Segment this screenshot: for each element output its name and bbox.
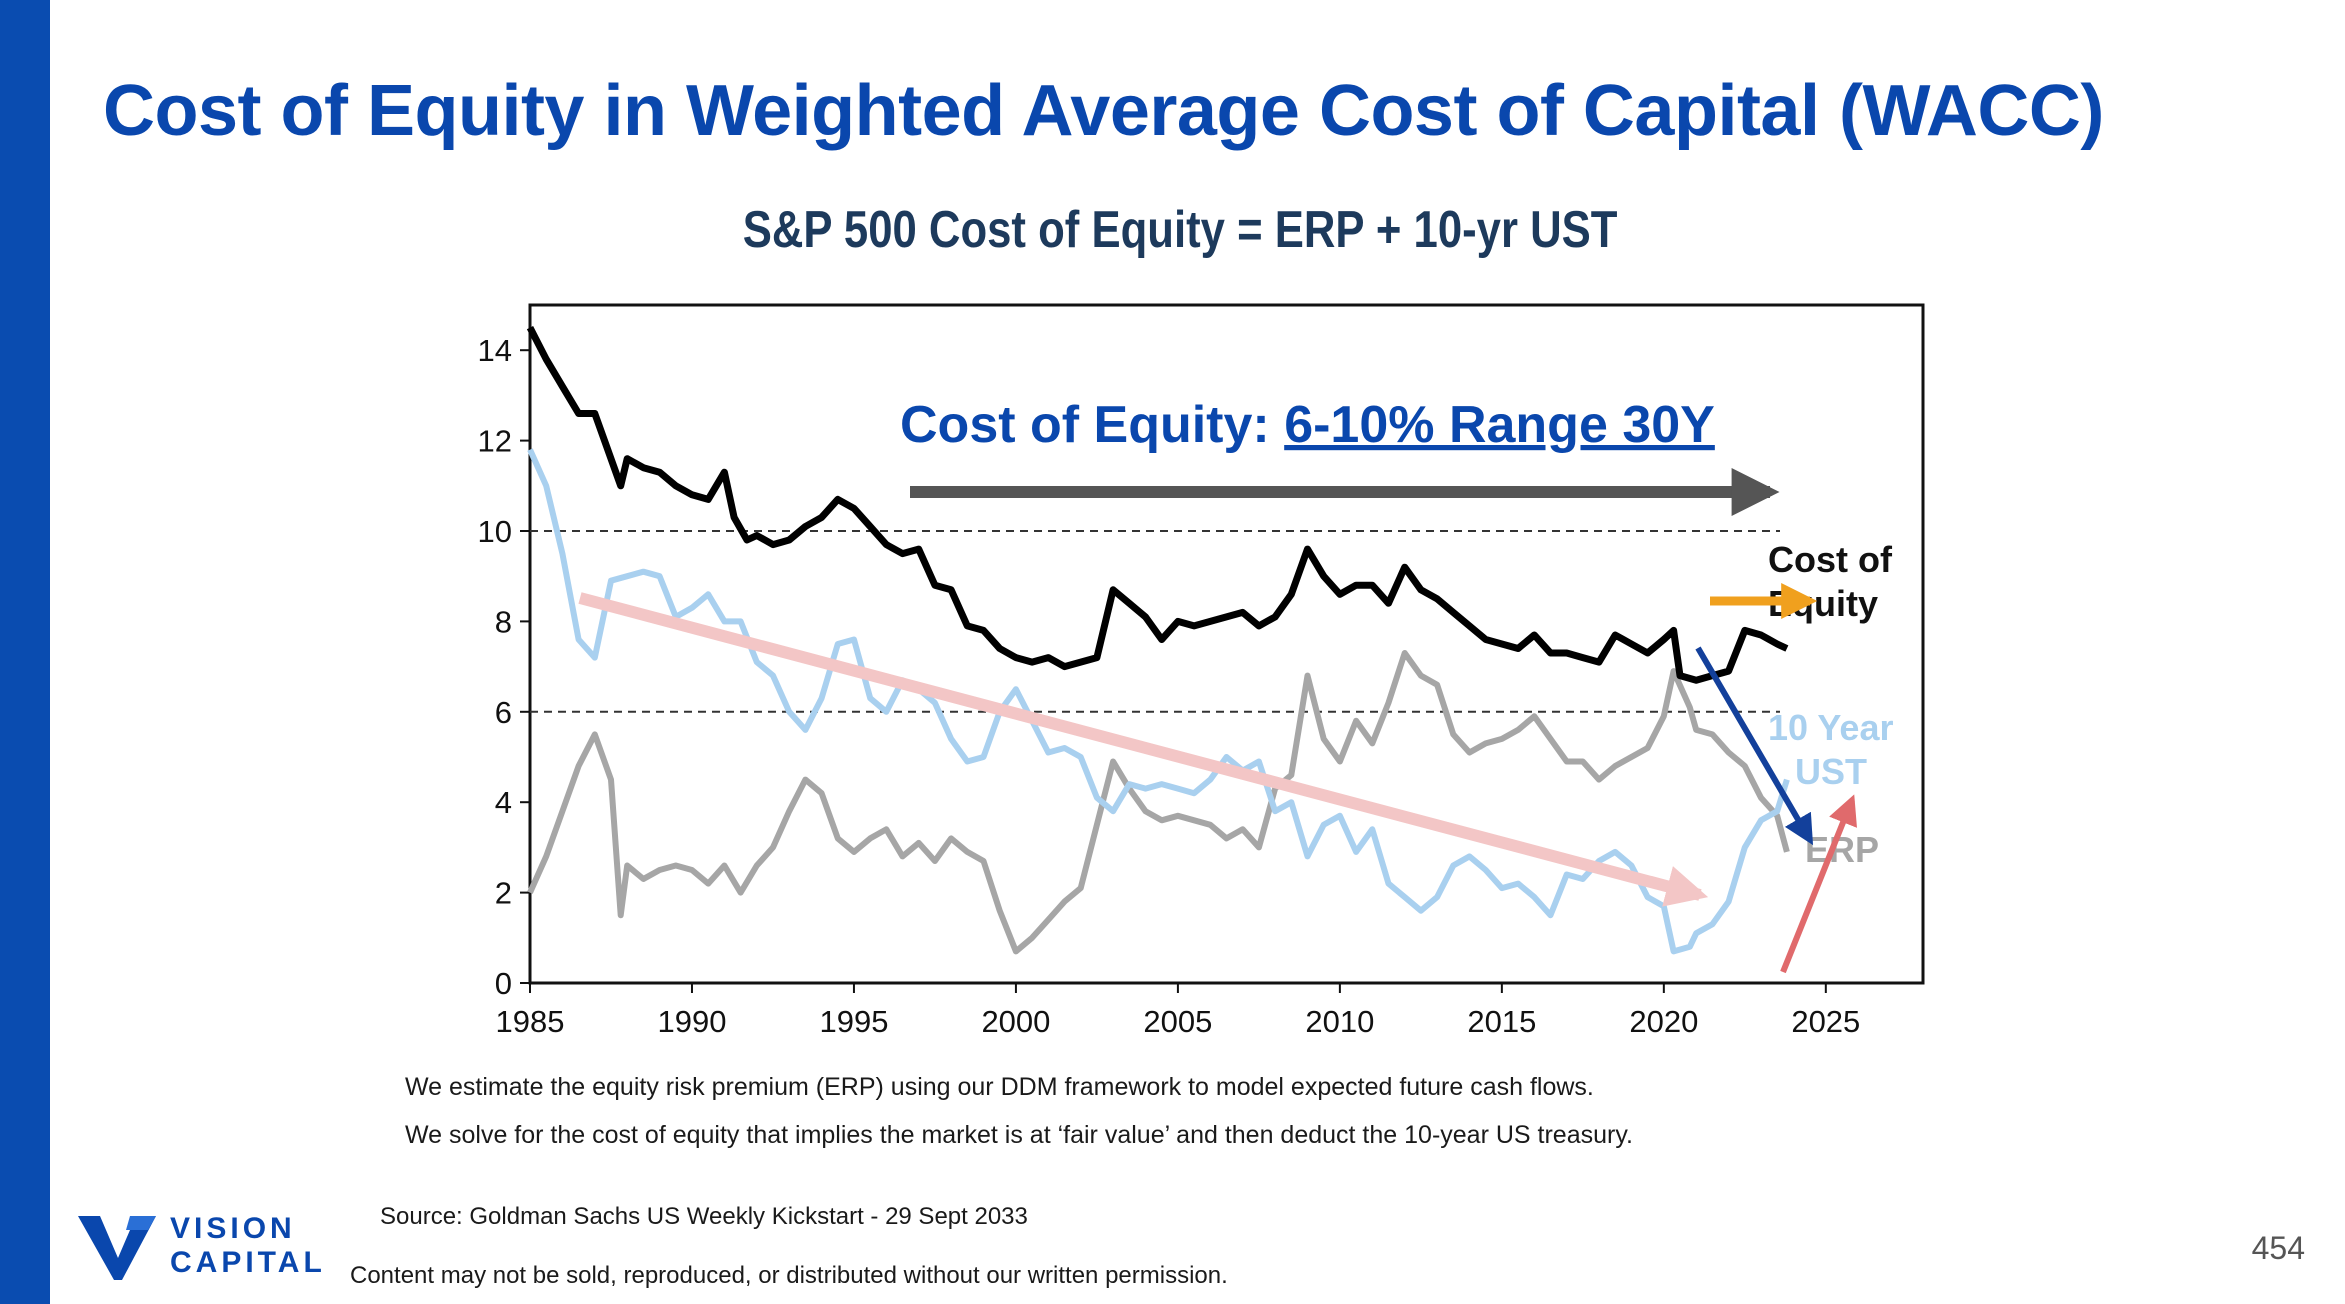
page-number: 454 (2251, 1230, 2305, 1266)
series-line-erp (527, 650, 1790, 955)
logo-v-accent (126, 1216, 156, 1230)
x-tick-label: 2010 (1305, 1004, 1374, 1039)
plot-frame (528, 303, 1925, 985)
y-tick-label: 12 (478, 424, 512, 459)
note-line-1: We estimate the equity risk premium (ERP… (405, 1073, 1594, 1101)
disclaimer-text: Content may not be sold, reproduced, or … (350, 1262, 1228, 1289)
vision-capital-logo (78, 1216, 156, 1280)
ust-label-line1: 10 Year (1768, 707, 1893, 748)
ust-up-arrow (1780, 794, 1857, 974)
y-tick-label: 8 (495, 604, 512, 639)
logo-line2: CAPITAL (170, 1246, 326, 1279)
y-tick-label: 4 (495, 785, 512, 820)
ust-trend-arrow (578, 592, 1709, 907)
x-tick-label: 2015 (1467, 1004, 1536, 1039)
coe-label-line1: Cost of (1768, 539, 1893, 580)
logo-line1: VISION (170, 1212, 296, 1245)
y-tick-label: 6 (495, 695, 512, 730)
chart-title: S&P 500 Cost of Equity = ERP + 10-yr UST (742, 201, 1618, 259)
range-annotation: Cost of Equity: 6-10% Range 30Y (900, 396, 1715, 454)
source-text: Source: Goldman Sachs US Weekly Kickstar… (380, 1203, 1028, 1230)
y-tick-label: 14 (478, 333, 512, 368)
x-tick-label: 2000 (981, 1004, 1050, 1039)
erp-down-arrow (1695, 646, 1814, 846)
logo-v-mark (78, 1216, 156, 1280)
slide-title: Cost of Equity in Weighted Average Cost … (103, 71, 2104, 151)
y-tick-label: 10 (478, 514, 512, 549)
range-prefix: Cost of Equity: (900, 396, 1284, 454)
y-tick-label: 0 (495, 966, 512, 1001)
x-tick-label: 2020 (1629, 1004, 1698, 1039)
ust-label-line2: UST (1795, 751, 1867, 792)
sidebar-accent (0, 0, 50, 1304)
x-tick-label: 2005 (1143, 1004, 1212, 1039)
x-tick-label: 2025 (1791, 1004, 1860, 1039)
erp-label: ERP (1805, 829, 1879, 870)
x-tick-label: 1985 (496, 1004, 565, 1039)
x-tick-label: 1990 (657, 1004, 726, 1039)
series-line-cost-of-equity (526, 326, 1789, 684)
note-line-2: We solve for the cost of equity that imp… (405, 1121, 1633, 1149)
x-tick-label: 1995 (819, 1004, 888, 1039)
y-tick-label: 2 (495, 876, 512, 911)
range-label: 6-10% Range 30Y (1284, 396, 1715, 454)
